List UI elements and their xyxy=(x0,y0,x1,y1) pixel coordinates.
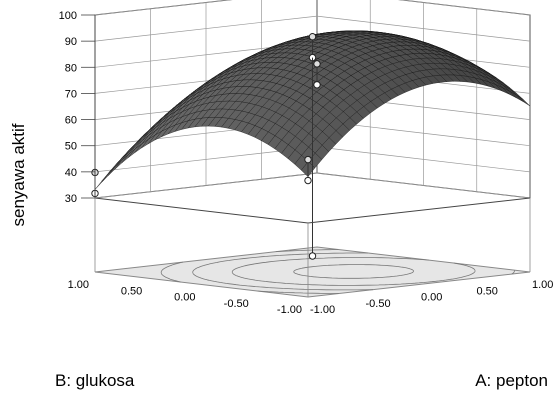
center-floor-point xyxy=(308,252,317,260)
design-point xyxy=(313,60,321,68)
contour-line-80 xyxy=(231,257,476,286)
z-tick-label: 60 xyxy=(65,115,77,127)
x-tick-label: 0.50 xyxy=(477,285,498,297)
axes-layer xyxy=(81,14,531,297)
x-tick-label: 1.00 xyxy=(532,279,553,291)
z-tick-label: 100 xyxy=(59,10,77,22)
wall-gridline-z-30 xyxy=(94,172,531,199)
labels-layer: 30 40 50 60 70 80 90 100 -1.00 -0.50 0.00 0.50 1.00 -… xyxy=(9,10,553,390)
contour-line-60 xyxy=(160,249,339,294)
z-tick-label: 80 xyxy=(65,62,77,74)
floor-layer xyxy=(94,246,531,298)
y-tick-label: -1.00 xyxy=(277,304,302,316)
design-point-base xyxy=(304,176,312,185)
x-axis-title: A: pepton xyxy=(475,371,548,390)
design-point-base xyxy=(313,81,321,89)
wall-gridline-z-90 xyxy=(94,15,531,42)
wall-gridline-z-100 xyxy=(94,0,531,16)
y-tick-label: 0.00 xyxy=(174,292,195,304)
contour-line-70 xyxy=(192,252,515,291)
y-tick-label: 0.50 xyxy=(121,285,142,297)
x-tick-label: 0.00 xyxy=(421,292,442,304)
z-tick-label: 90 xyxy=(65,36,77,48)
x-tick-label: -0.50 xyxy=(366,298,391,310)
z-tick-label: 40 xyxy=(65,167,77,179)
z-tick-label: 30 xyxy=(65,193,77,205)
design-point xyxy=(308,32,317,41)
design-point xyxy=(304,155,312,164)
contour-line-90 xyxy=(293,264,414,279)
z-axis-title: senyawa aktif xyxy=(9,123,28,226)
x-tick-label: -1.00 xyxy=(310,304,335,316)
y-axis-title: B: glukosa xyxy=(55,371,135,390)
y-tick-label: 1.00 xyxy=(68,279,89,291)
z-tick-label: 70 xyxy=(65,88,77,100)
design-points-layer xyxy=(91,32,321,260)
y-tick-label: -0.50 xyxy=(224,298,249,310)
z-tick-label: 50 xyxy=(65,141,77,153)
